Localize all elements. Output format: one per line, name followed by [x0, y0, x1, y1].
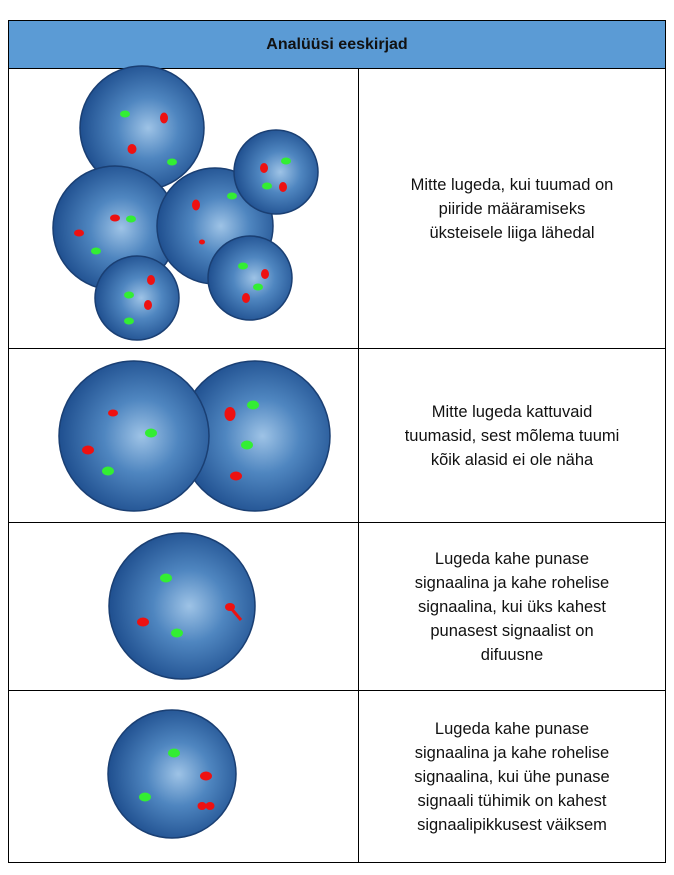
header-title: Analüüsi eeskirjad: [266, 35, 408, 53]
text-line: Mitte lugeda kattuvaid: [431, 402, 593, 421]
text-line: signaali tühimik on kahest: [417, 791, 607, 810]
text-line: Lugeda kahe punase: [434, 719, 590, 738]
text-line: signaalipikkusest väiksem: [417, 815, 607, 834]
text-line: punasest signaalist on: [430, 621, 594, 640]
table-header: Analüüsi eeskirjad: [8, 20, 666, 69]
illustration-diffuse: [108, 532, 256, 680]
illustration-overlap: [58, 360, 331, 512]
text-line: difuusne: [480, 645, 544, 664]
text-cell: Lugeda kahe punase signaalina ja kahe roh…: [358, 522, 666, 691]
text-cell: Lugeda kahe punase signaalina ja kahe roh…: [358, 690, 666, 863]
text-cell: Mitte lugeda, kui tuumad on piiride määra…: [358, 68, 666, 349]
text-line: Mitte lugeda, kui tuumad on: [410, 175, 614, 194]
illustration-split: [107, 709, 237, 839]
illustration-crowded: [52, 65, 319, 341]
signals: [82, 400, 259, 481]
text-line: signaalina ja kahe rohelise: [414, 743, 610, 762]
text-line: signaalina, kui ühe punase: [414, 767, 610, 786]
text-line: piiride määramiseks: [438, 199, 586, 218]
signals: [74, 110, 291, 325]
text-line: signaalina ja kahe rohelise: [414, 573, 610, 592]
text-line: tuumasid, sest mõlema tuumi: [404, 426, 620, 445]
text-line: Lugeda kahe punase: [434, 549, 590, 568]
text-cell: Mitte lugeda kattuvaid tuumasid, sest mõl…: [358, 348, 666, 523]
text-line: kõik alasid ei ole näha: [430, 450, 594, 469]
text-line: signaalina, kui üks kahest: [417, 597, 607, 616]
text-line: üksteisele liiga lähedal: [429, 223, 595, 242]
